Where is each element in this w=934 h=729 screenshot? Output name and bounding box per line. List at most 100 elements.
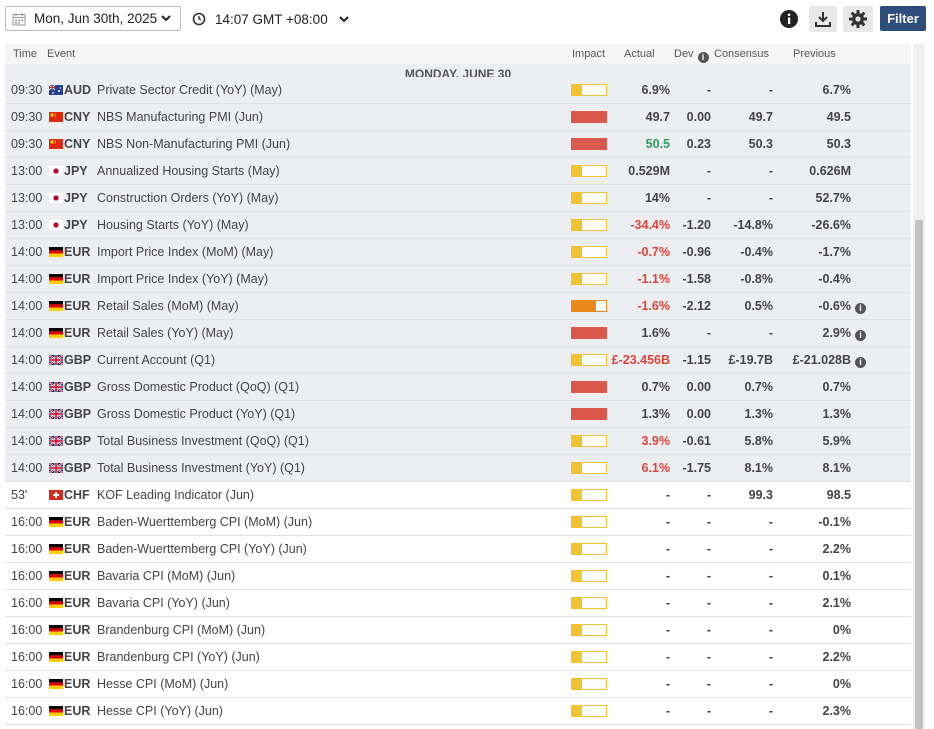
table-row[interactable]: 16:00 EUR Bavaria CPI (YoY) (Jun) - - - 2.1% [5,590,911,617]
table-row[interactable]: 53' CHF KOF Leading Indicator (Jun) - - 99.3 9… [5,482,911,509]
table-row[interactable]: 14:00 EUR Import Price Index (YoY) (May) -1… [5,266,911,293]
table-row[interactable]: 16:00 EUR Baden-Wuerttemberg CPI (YoY) (Ju… [5,536,911,563]
currency-code: GBP [64,434,92,448]
previous-text: -0.1% [818,515,851,529]
currency-code: EUR [64,515,91,529]
table-row[interactable]: 13:00 JPY Housing Starts (YoY) (May) -34.4%… [5,212,911,239]
previous-text: 8.1% [822,461,852,475]
consensus-value: 1.3% [744,407,774,421]
table-row[interactable]: 14:00 GBP Gross Domestic Product (YoY) (Q1… [5,401,911,428]
col-previous[interactable]: Previous [793,48,836,60]
previous-value: 0.1% [823,563,852,589]
table-row[interactable]: 16:00 EUR Brandenburg CPI (MoM) (Jun) - - - 0% [5,617,911,644]
settings-button[interactable] [843,6,873,32]
consensus-value: £-19.7B [728,353,773,367]
info-icon[interactable]: i [855,330,866,341]
impact-bar [571,354,607,366]
info-icon[interactable]: i [697,52,709,63]
table-row[interactable]: 14:00 GBP Total Business Investment (QoQ) … [5,428,911,455]
table-row[interactable]: 14:00 GBP Gross Domestic Product (QoQ) (Q1… [5,374,911,401]
currency-code: CNY [64,110,91,124]
impact-bar [571,597,607,609]
col-consensus[interactable]: Consensus [714,48,770,60]
eur-flag-icon [49,706,63,716]
table-row[interactable]: 14:00 GBP Current Account (Q1) £-23.456B -1.… [5,347,911,374]
event-name[interactable]: Brandenburg CPI (YoY) (Jun) [97,650,260,664]
currency-code: EUR [64,542,91,556]
event-time: 14:00 [11,380,43,394]
event-name[interactable]: NBS Non-Manufacturing PMI (Jun) [97,137,291,151]
col-time[interactable]: Time [13,48,38,60]
chevron-down-icon [338,16,349,23]
col-dev[interactable]: Dev i [674,48,709,63]
event-name[interactable]: Total Business Investment (YoY) (Q1) [97,461,305,475]
table-row[interactable]: 14:00 EUR Retail Sales (MoM) (May) -1.6% -2.… [5,293,911,320]
cny-flag-icon [49,139,63,149]
col-event[interactable]: Event [47,48,76,60]
deviation-value: - [706,542,711,556]
event-name[interactable]: Bavaria CPI (MoM) (Jun) [97,569,236,583]
table-row[interactable]: 14:00 GBP Total Business Investment (YoY) … [5,455,911,482]
info-icon[interactable]: i [855,303,866,314]
table-row[interactable]: 09:30 AUD Private Sector Credit (YoY) (May… [5,77,911,104]
event-name[interactable]: Hesse CPI (MoM) (Jun) [97,677,229,691]
jpy-flag-icon [49,166,63,176]
event-name[interactable]: Annualized Housing Starts (May) [97,164,280,178]
table-row[interactable]: 14:00 EUR Import Price Index (MoM) (May) -0… [5,239,911,266]
event-name[interactable]: Brandenburg CPI (MoM) (Jun) [97,623,266,637]
table-row[interactable]: 09:30 CNY NBS Non-Manufacturing PMI (Jun) 5… [5,131,911,158]
impact-bar [571,111,607,123]
table-row[interactable]: 16:00 EUR Hesse CPI (YoY) (Jun) - - - 2.3% [5,698,911,725]
event-name[interactable]: Private Sector Credit (YoY) (May) [97,83,283,97]
event-name[interactable]: Hesse CPI (YoY) (Jun) [97,704,223,718]
table-row[interactable]: 16:00 EUR Baden-Wuerttemberg CPI (MoM) (Ju… [5,509,911,536]
timezone-selector[interactable]: 14:07 GMT +08:00 [192,9,350,29]
previous-value: -1.7% [818,239,851,265]
previous-value: 52.7% [816,185,851,211]
table-row[interactable]: 16:00 EUR Hesse CPI (MoM) (Jun) - - - 0% [5,671,911,698]
col-actual[interactable]: Actual [624,48,655,60]
event-name[interactable]: Bavaria CPI (YoY) (Jun) [97,596,230,610]
event-name[interactable]: KOF Leading Indicator (Jun) [97,488,255,502]
scrollbar[interactable] [913,44,925,729]
event-name[interactable]: Retail Sales (MoM) (May) [97,299,239,313]
scrollbar-thumb[interactable] [915,220,923,729]
previous-value: 0% [833,617,851,643]
table-row[interactable]: 09:30 CNY NBS Manufacturing PMI (Jun) 49.7 0… [5,104,911,131]
eur-flag-icon [49,652,63,662]
event-name[interactable]: NBS Manufacturing PMI (Jun) [97,110,264,124]
download-button[interactable] [809,6,837,32]
event-name[interactable]: Gross Domestic Product (QoQ) (Q1) [97,380,300,394]
deviation-value: 0.00 [686,110,711,124]
chevron-down-icon [161,15,171,22]
info-icon[interactable]: i [855,357,866,368]
previous-value: 8.1% [823,455,852,481]
table-row[interactable]: 14:00 EUR Retail Sales (YoY) (May) 1.6% - - 2.… [5,320,911,347]
table-row[interactable]: 16:00 EUR Bavaria CPI (MoM) (Jun) - - - 0.1% [5,563,911,590]
event-name[interactable]: Total Business Investment (QoQ) (Q1) [97,434,309,448]
event-name[interactable]: Housing Starts (YoY) (May) [97,218,249,232]
deviation-value: - [706,488,711,502]
currency-code: EUR [64,677,91,691]
col-impact[interactable]: Impact [572,48,606,60]
event-name[interactable]: Import Price Index (YoY) (May) [97,272,269,286]
actual-value: 6.9% [641,83,671,97]
event-name[interactable]: Retail Sales (YoY) (May) [97,326,234,340]
event-name[interactable]: Baden-Wuerttemberg CPI (YoY) (Jun) [97,542,307,556]
event-name[interactable]: Import Price Index (MoM) (May) [97,245,274,259]
event-name[interactable]: Construction Orders (YoY) (May) [97,191,279,205]
previous-text: £-21.028B [792,353,851,367]
clock-icon [192,12,206,26]
info-button[interactable] [776,6,802,32]
table-row[interactable]: 13:00 JPY Annualized Housing Starts (May) 0… [5,158,911,185]
date-picker[interactable]: Mon, Jun 30th, 2025 [5,6,181,31]
jpy-flag-icon [49,220,63,230]
table-row[interactable]: 13:00 JPY Construction Orders (YoY) (May) 1… [5,185,911,212]
event-name[interactable]: Current Account (Q1) [97,353,216,367]
table-row[interactable]: 16:00 EUR Brandenburg CPI (YoY) (Jun) - - - 2.… [5,644,911,671]
filter-button[interactable]: Filter [880,6,926,31]
currency-code: EUR [64,326,91,340]
event-name[interactable]: Baden-Wuerttemberg CPI (MoM) (Jun) [97,515,313,529]
event-name[interactable]: Gross Domestic Product (YoY) (Q1) [97,407,296,421]
impact-bar [571,516,607,528]
